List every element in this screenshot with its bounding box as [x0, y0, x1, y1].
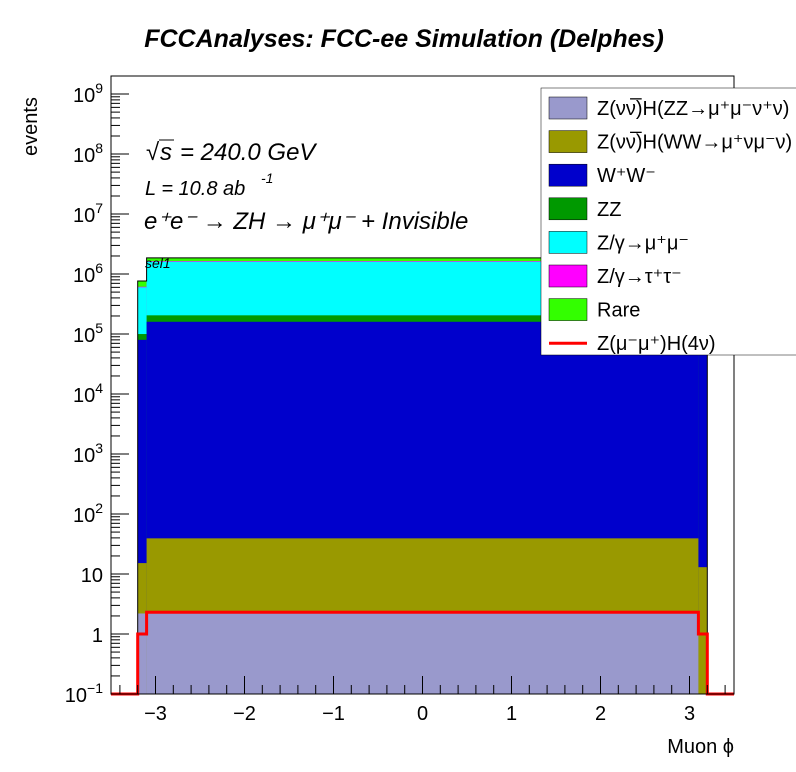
legend-swatch [548, 231, 588, 254]
y-tick-label: 105 [73, 320, 103, 347]
legend-label: Z(νν̅)H(WW→μ⁺νμ⁻ν) [597, 131, 792, 154]
legend-label: Z/γ→μ⁺μ⁻ [597, 232, 689, 254]
histogram-bars [111, 257, 734, 696]
x-tick-label: −1 [322, 703, 345, 725]
y-tick-label: 103 [73, 440, 103, 467]
legend-swatch [548, 298, 588, 321]
signal-line [111, 610, 734, 696]
x-tick-label: 0 [417, 703, 428, 725]
bar-2-bin-0 [137, 339, 147, 694]
x-tick-label: −3 [144, 703, 167, 725]
x-tick-label: 1 [506, 703, 517, 725]
legend-swatch [548, 163, 588, 187]
y-axis-label: events [20, 97, 42, 156]
y-tick-label: 10 [81, 565, 103, 587]
y-tick-label: 106 [73, 260, 103, 287]
x-tick-label: −2 [233, 703, 256, 725]
lumi-text: L = 10.8 ab [145, 178, 245, 200]
x-axis-label: Muon ϕ [667, 736, 734, 758]
x-axis: −3 −2 −1 0 1 2 3 [119, 676, 726, 725]
y-tick-label: 104 [73, 380, 103, 407]
y-tick-label: 10−1 [65, 680, 103, 707]
y-tick-label: 109 [73, 80, 103, 107]
bar-2-bin-2 [698, 339, 708, 694]
bar-1-bin-2 [698, 567, 708, 694]
legend-label: W⁺W⁻ [597, 165, 656, 187]
sqrt-s-variable: s [160, 139, 172, 166]
legend-swatch [548, 130, 588, 153]
legend-label: ZZ [597, 199, 621, 221]
legend-swatch [548, 96, 588, 120]
y-tick-label: 108 [73, 140, 103, 167]
selection-annotation: sel1 [145, 255, 171, 271]
bar-0-bin-0 [137, 613, 147, 694]
legend-label: Z(νν̅)H(ZZ→μ⁺μ⁻ν⁺ν) [597, 97, 789, 120]
sqrt-s-annotation: √ s = 240.0 GeV [146, 139, 317, 166]
process-annotation: e⁺e⁻ → ZH → μ⁺μ⁻ + Invisible [144, 208, 468, 235]
y-tick-label: 102 [73, 500, 103, 527]
legend-label: Rare [597, 300, 640, 322]
legend-swatch [548, 197, 588, 221]
legend-label: Z/γ→τ⁺τ⁻ [597, 266, 682, 288]
chart-title: FCCAnalyses: FCC-ee Simulation (Delphes) [144, 25, 664, 53]
legend-label: Z(μ⁻μ⁺)H(4ν) [597, 333, 716, 355]
x-tick-label: 2 [595, 703, 606, 725]
lumi-exponent: -1 [261, 170, 273, 186]
legend-swatch [548, 264, 588, 288]
energy-annotation: = 240.0 GeV [180, 139, 317, 166]
legend: Z(νν̅)H(ZZ→μ⁺μ⁻ν⁺ν) Z(νν̅)H(WW→μ⁺νμ⁻ν) W⁺W… [540, 87, 796, 356]
x-tick-label: 3 [684, 703, 695, 725]
sqrt-symbol: √ [146, 139, 160, 166]
y-axis: 10−1 1 10 102 103 104 105 106 107 108 109 [65, 80, 129, 707]
y-tick-label: 1 [92, 625, 103, 647]
lumi-annotation: L = 10.8 ab -1 [145, 170, 273, 200]
y-tick-label: 107 [73, 200, 103, 227]
